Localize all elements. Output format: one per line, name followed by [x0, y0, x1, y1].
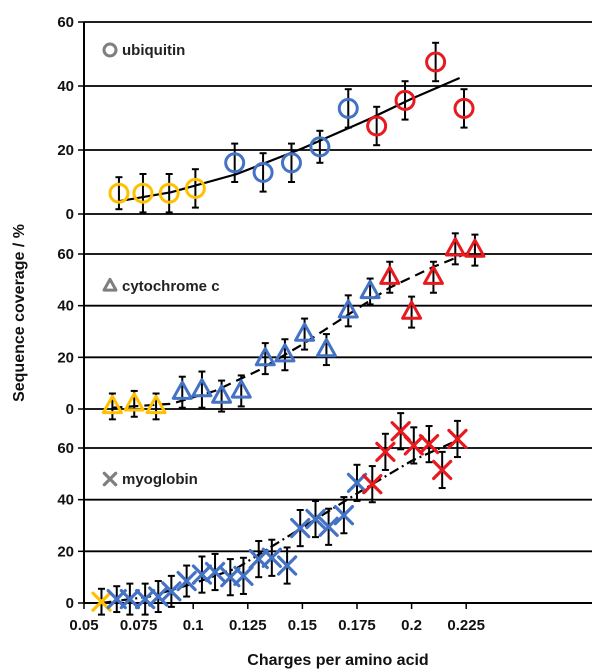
data-point: [401, 300, 423, 320]
data-point: [252, 161, 274, 183]
data-point: [425, 51, 447, 73]
data-point: [444, 237, 466, 257]
x-tick-label: 0.05: [69, 617, 98, 634]
data-point: [315, 338, 337, 358]
fit-line: [112, 249, 476, 409]
data-point: [233, 565, 254, 587]
x-tick-label: 0.2: [401, 617, 422, 634]
data-point: [108, 182, 130, 204]
data-point: [171, 380, 193, 400]
fit-line: [101, 439, 458, 605]
data-point: [176, 570, 197, 592]
x-tick-label: 0.075: [120, 617, 158, 634]
y-tick-label: 40: [57, 492, 74, 509]
data-point: [123, 392, 145, 412]
data-point: [346, 472, 368, 494]
data-point: [309, 136, 331, 158]
data-point: [204, 561, 226, 583]
y-tick-label: 60: [57, 14, 74, 31]
data-point: [132, 182, 154, 204]
data-point: [191, 378, 213, 398]
data-point: [318, 516, 339, 537]
data-point: [394, 89, 416, 111]
panel-label: ubiquitin: [122, 42, 185, 59]
y-tick-label: 60: [57, 440, 74, 457]
data-point: [161, 581, 182, 602]
data-point: [158, 182, 180, 204]
y-tick-label: 20: [57, 543, 74, 560]
data-point: [375, 441, 396, 463]
data-point: [148, 586, 169, 607]
data-point: [432, 459, 453, 481]
data-point: [464, 238, 486, 258]
fit-lines: [101, 76, 476, 605]
y-tick-label: 0: [66, 206, 74, 223]
data-point: [230, 379, 252, 399]
y-axis-title: Sequence coverage / %: [11, 224, 28, 402]
data-point: [101, 394, 123, 415]
y-tick-label: 0: [66, 595, 74, 612]
x-tick-label: 0.175: [338, 617, 376, 634]
data-markers: [91, 51, 486, 612]
data-point: [145, 394, 167, 415]
cross-icon: [102, 471, 118, 487]
data-point: [362, 474, 383, 495]
data-point: [261, 547, 282, 568]
data-point: [274, 343, 296, 363]
data-point: [294, 322, 316, 342]
data-point: [254, 347, 276, 367]
x-axis-title: Charges per amino acid: [247, 652, 428, 669]
x-tick-label: 0.1: [183, 617, 204, 634]
axes: [83, 22, 592, 604]
data-point: [224, 152, 246, 174]
triangle-icon: [102, 277, 118, 292]
data-point: [290, 517, 311, 539]
error-bars: [97, 41, 479, 616]
data-point: [359, 279, 381, 300]
data-point: [418, 433, 440, 455]
x-tick-label: 0.225: [447, 617, 485, 634]
panel-label: myoglobin: [122, 471, 198, 488]
data-point: [379, 265, 401, 285]
tick-labels: 0 20 40 60 0 20 40 60 0 20 40 60 0.05 0.075 0.1 0.125 0.…: [57, 14, 485, 634]
x-tick-label: 0.125: [229, 617, 267, 634]
y-tick-label: 0: [66, 401, 74, 418]
data-point: [422, 265, 444, 285]
data-point: [337, 299, 359, 319]
data-point: [280, 152, 302, 174]
data-point: [447, 428, 468, 450]
data-point: [184, 177, 206, 199]
x-tick-label: 0.15: [288, 617, 317, 634]
data-point: [403, 435, 424, 456]
data-point: [453, 97, 475, 119]
circle-icon: [102, 42, 118, 58]
data-point: [337, 97, 359, 119]
y-tick-label: 40: [57, 78, 74, 95]
data-point: [211, 384, 233, 404]
y-tick-label: 20: [57, 349, 74, 366]
data-point: [119, 588, 141, 610]
data-point: [333, 505, 355, 526]
data-point: [305, 508, 326, 530]
y-tick-label: 20: [57, 142, 74, 159]
fit-line: [118, 76, 461, 203]
panel-label: cytochrome c: [122, 278, 220, 295]
y-tick-label: 40: [57, 298, 74, 315]
data-point: [366, 115, 388, 137]
data-point: [276, 555, 298, 576]
y-tick-label: 60: [57, 246, 74, 263]
panel-labels: ubiquitin cytochrome c myoglobin: [102, 42, 220, 488]
